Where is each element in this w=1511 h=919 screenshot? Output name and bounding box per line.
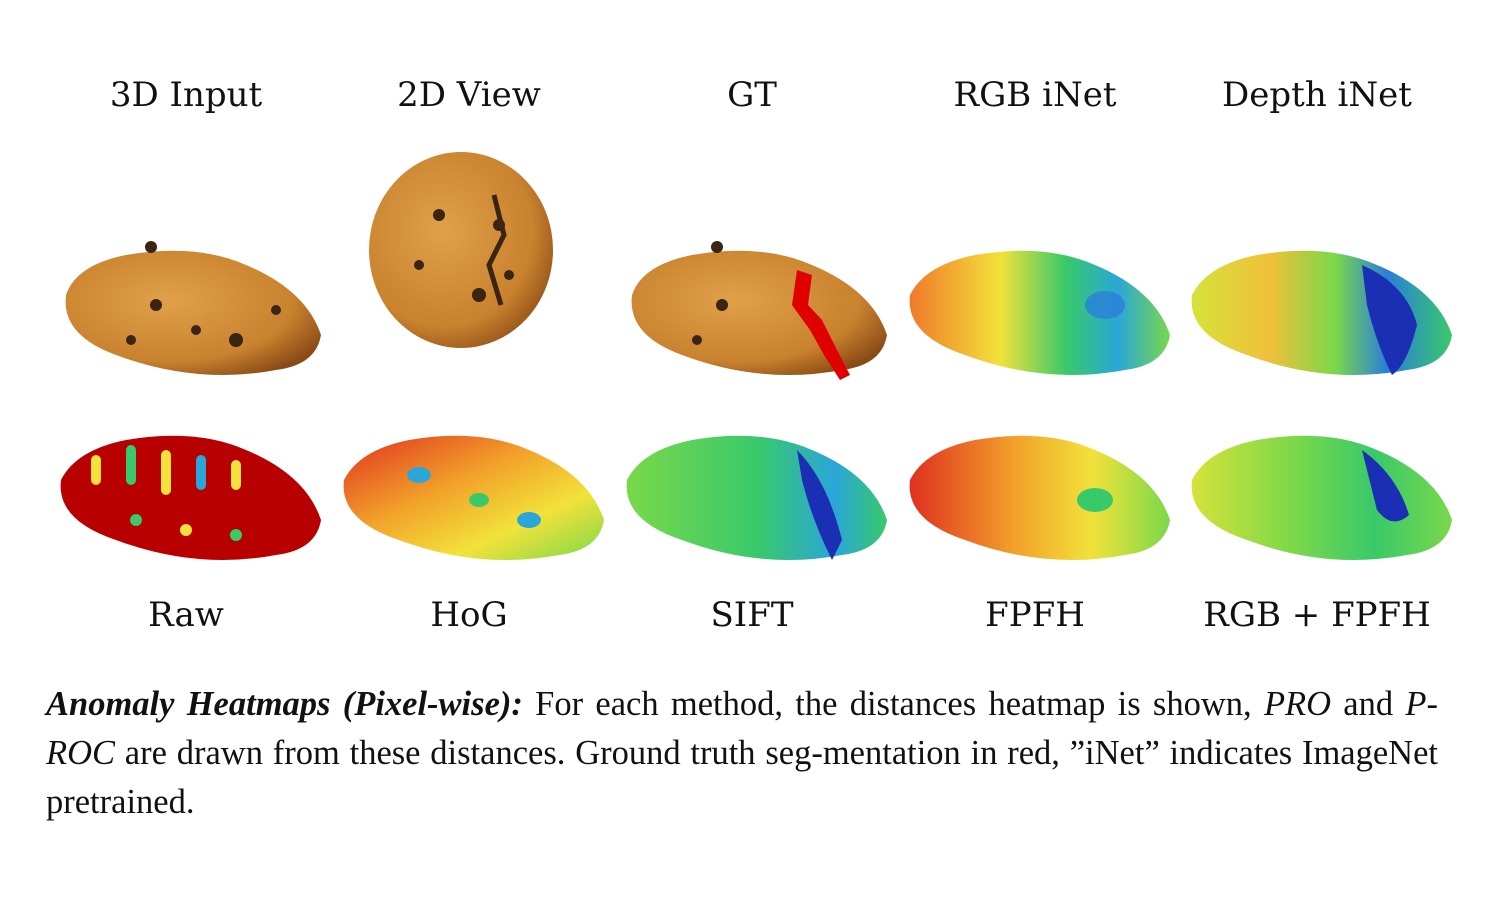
label-rgb-inet: RGB iNet xyxy=(953,75,1117,115)
image-hog xyxy=(329,420,609,580)
caption-text-2: and xyxy=(1331,685,1406,723)
label-3d-input: 3D Input xyxy=(109,75,263,115)
caption-term-pro: PRO xyxy=(1263,685,1332,723)
label-hog: HoG xyxy=(430,595,508,635)
caption-term-proc: P-ROC xyxy=(46,685,1438,772)
image-fpfh xyxy=(895,420,1175,580)
image-3d-input xyxy=(46,235,326,395)
label-fpfh: FPFH xyxy=(985,595,1085,635)
figure-caption: Anomaly Heatmaps (Pixel-wise): For each … xyxy=(46,680,1438,827)
caption-text-1: For each method, the distances heatmap i… xyxy=(522,685,1264,723)
caption-text-3: are drawn from these distances. Ground t… xyxy=(46,734,1438,821)
label-sift: SIFT xyxy=(710,595,794,635)
label-rgb-fpfh: RGB + FPFH xyxy=(1203,595,1431,635)
image-2d-view xyxy=(329,152,609,355)
label-2d-view: 2D View xyxy=(397,75,541,115)
image-gt xyxy=(612,235,892,395)
image-rgb-fpfh xyxy=(1177,420,1457,580)
label-raw: Raw xyxy=(148,595,224,635)
image-raw xyxy=(46,420,326,580)
label-depth-inet: Depth iNet xyxy=(1222,75,1412,115)
image-depth-inet xyxy=(1177,235,1457,395)
image-sift xyxy=(612,420,892,580)
caption-heading: Anomaly Heatmaps (Pixel-wise): xyxy=(46,685,523,723)
image-rgb-inet xyxy=(895,235,1175,395)
label-gt: GT xyxy=(727,75,777,115)
